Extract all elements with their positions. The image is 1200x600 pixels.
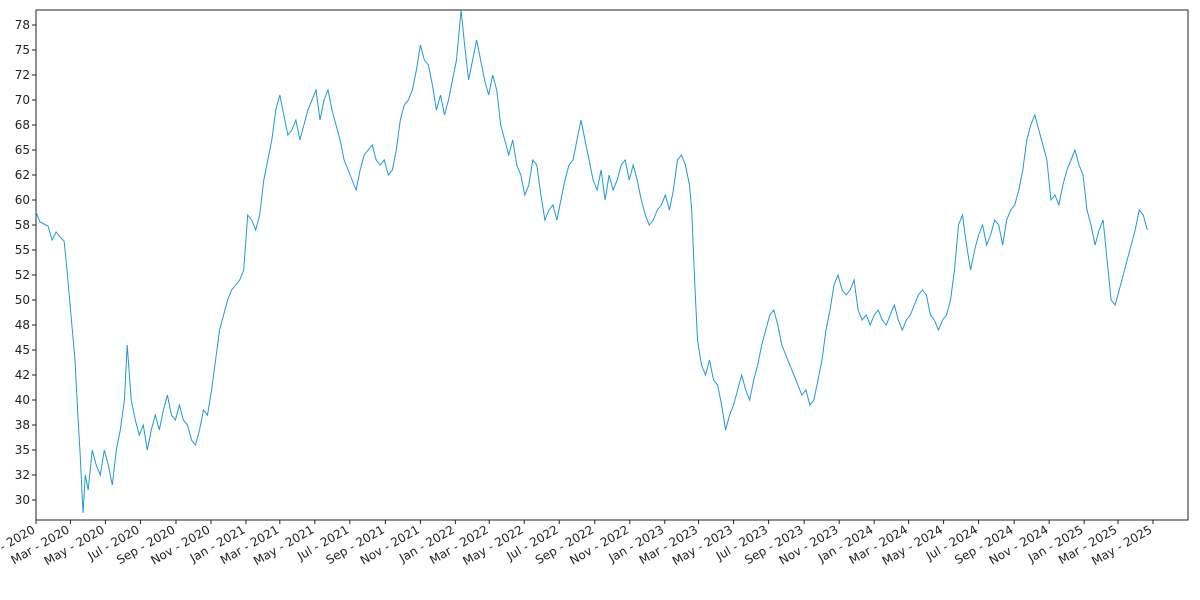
y-tick-label: 35 [15,443,30,457]
y-tick-label: 40 [15,393,30,407]
plot-frame [35,9,1189,521]
y-tick-label: 72 [15,68,30,82]
y-tick-label: 68 [15,118,30,132]
y-tick-label: 52 [15,268,30,282]
y-tick-label: 30 [15,493,30,507]
y-tick-label: 65 [15,143,30,157]
y-tick-label: 55 [15,243,30,257]
y-tick-label: 60 [15,193,30,207]
series-line [35,9,1148,514]
y-tick-label: 70 [15,93,30,107]
y-tick-label: 75 [15,43,30,57]
y-axis: 30 32 35 38 40 42 45 48 50 52 55 58 60 62 65 68 70 72 75 78 [15,18,36,507]
y-tick-label: 78 [15,18,30,32]
y-tick-label: 58 [15,218,30,232]
y-tick-label: 45 [15,343,30,357]
y-tick-label: 32 [15,468,30,482]
y-tick-label: 62 [15,168,30,182]
y-tick-label: 50 [15,293,30,307]
y-tick-label: 48 [15,318,30,332]
y-tick-label: 38 [15,418,30,432]
y-tick-label: 42 [15,368,30,382]
